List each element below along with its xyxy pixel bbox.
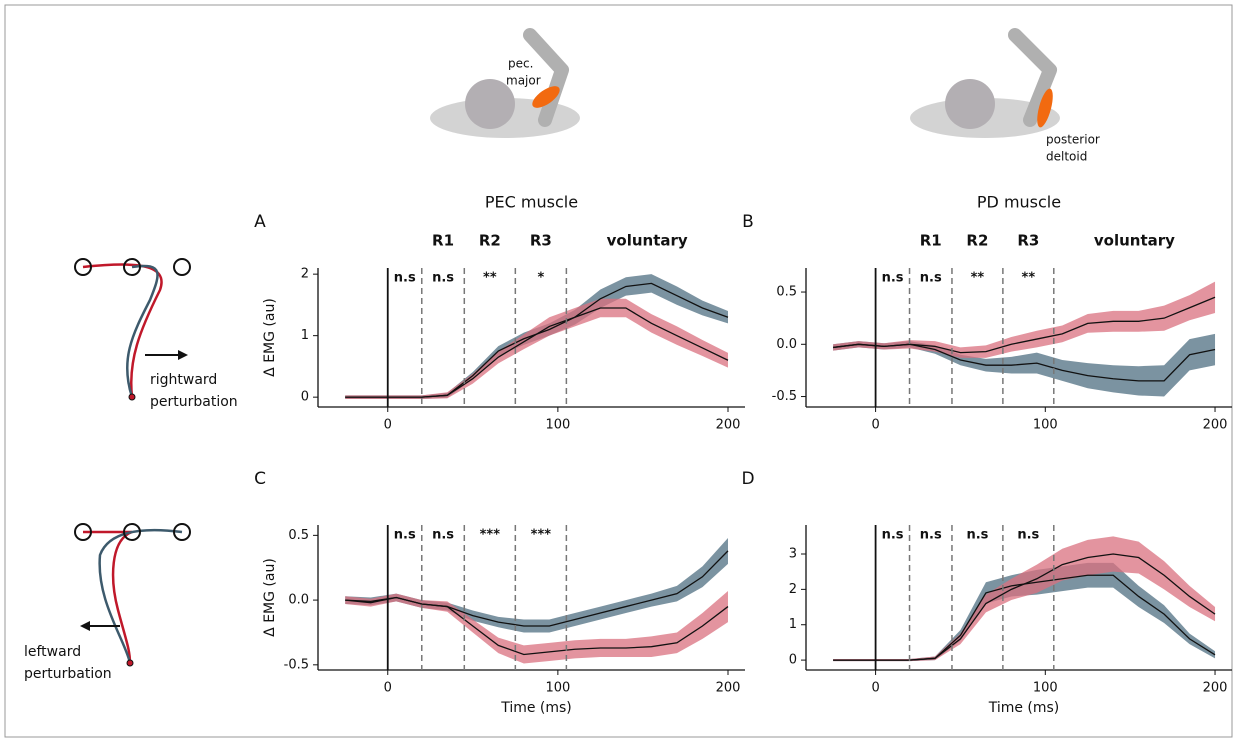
panel-letter: B <box>742 212 754 232</box>
frame <box>4 4 1233 738</box>
trajectory-label: perturbation <box>24 666 112 682</box>
significance-label: n.s <box>394 528 416 543</box>
significance-label: *** <box>480 528 501 543</box>
epoch-label: R1 <box>920 232 942 250</box>
significance-label: n.s <box>920 271 942 286</box>
x-axis-label: Time (ms) <box>500 700 572 716</box>
trajectory-label: rightward <box>150 372 217 388</box>
panel-letter: C <box>254 469 266 489</box>
epoch-label: R3 <box>530 232 552 250</box>
y-tick-label: 0.5 <box>776 285 797 300</box>
panel-title: PEC muscle <box>485 193 578 212</box>
significance-label: *** <box>531 528 552 543</box>
x-axis-label: Time (ms) <box>988 700 1060 716</box>
x-tick-label: 0 <box>871 418 879 433</box>
y-tick-label: 0.5 <box>288 528 309 543</box>
x-tick-label: 100 <box>1033 418 1058 433</box>
y-tick-label: 0.0 <box>288 593 309 608</box>
epoch-label: voluntary <box>1094 232 1175 250</box>
y-tick-label: 2 <box>789 582 797 597</box>
epoch-label: R2 <box>479 232 501 250</box>
band <box>345 591 728 664</box>
x-tick-label: 0 <box>384 418 392 433</box>
band <box>833 281 1216 358</box>
band <box>345 298 728 400</box>
band <box>833 562 1216 662</box>
band <box>833 536 1216 662</box>
trajectory-right: rightward perturbation <box>74 258 238 410</box>
panel-title: PD muscle <box>977 193 1061 212</box>
y-axis-label: Δ EMG (au) <box>262 558 278 637</box>
x-tick-label: 100 <box>545 681 570 696</box>
x-tick-label: 100 <box>1033 681 1058 696</box>
y-tick-label: 0 <box>789 653 797 668</box>
y-tick-label: 1 <box>301 328 309 343</box>
epoch-label: R3 <box>1017 232 1039 250</box>
mean-line <box>345 596 729 656</box>
y-tick-label: 2 <box>301 267 309 282</box>
significance-label: n.s <box>882 528 904 543</box>
band <box>345 537 728 633</box>
mean-line <box>833 296 1216 354</box>
significance-label: ** <box>1022 271 1036 286</box>
y-tick-label: 0.0 <box>776 337 797 352</box>
x-tick-label: 0 <box>871 681 879 696</box>
x-tick-label: 200 <box>1203 681 1228 696</box>
significance-label: ** <box>971 271 985 286</box>
x-tick-label: 200 <box>716 681 741 696</box>
significance-label: n.s <box>920 528 942 543</box>
mean-line <box>345 307 729 398</box>
trajectory-left: leftward perturbation <box>24 523 191 682</box>
significance-label: n.s <box>432 271 454 286</box>
panel: 0 1 2 3 0 100 200 n.s n.s n.s n.s D Time (ms) <box>741 469 1232 716</box>
pd-image: posterior deltoid <box>910 28 1100 164</box>
significance-label: n.s <box>1017 528 1039 543</box>
x-tick-label: 100 <box>545 418 570 433</box>
trajectory-label: leftward <box>24 644 81 660</box>
x-tick-label: 200 <box>716 418 741 433</box>
y-tick-label: 0 <box>301 390 309 405</box>
y-tick-label: -0.5 <box>284 657 309 672</box>
epoch-label: R2 <box>966 232 988 250</box>
significance-label: n.s <box>432 528 454 543</box>
panel-letter: A <box>254 212 266 232</box>
panel: -0.5 0.0 0.5 0 100 200 n.s n.s *** *** C Δ EMG (au)… <box>254 469 745 716</box>
muscle-label: deltoid <box>1046 150 1087 164</box>
trajectory-label: perturbation <box>150 394 238 410</box>
x-tick-label: 0 <box>384 681 392 696</box>
significance-label: ** <box>483 271 497 286</box>
epoch-label: voluntary <box>607 232 688 250</box>
pec-image: pec. major <box>430 28 580 138</box>
muscle-label: posterior <box>1046 133 1100 147</box>
epoch-label: R1 <box>432 232 454 250</box>
panel-letter: D <box>741 469 754 489</box>
y-tick-label: 1 <box>789 617 797 632</box>
significance-label: n.s <box>882 271 904 286</box>
panel: -0.5 0.0 0.5 0 100 200 n.s n.s ** ** R1 R2 R3 volunta… <box>742 193 1232 433</box>
significance-label: n.s <box>966 528 988 543</box>
y-axis-label: Δ EMG (au) <box>262 298 278 377</box>
y-tick-label: -0.5 <box>772 389 797 404</box>
x-tick-label: 200 <box>1203 418 1228 433</box>
mean-line <box>833 553 1216 661</box>
muscle-label: major <box>506 74 541 88</box>
y-tick-label: 3 <box>789 547 797 562</box>
significance-label: n.s <box>394 271 416 286</box>
significance-label: * <box>537 271 544 286</box>
muscle-label: pec. <box>508 57 533 71</box>
